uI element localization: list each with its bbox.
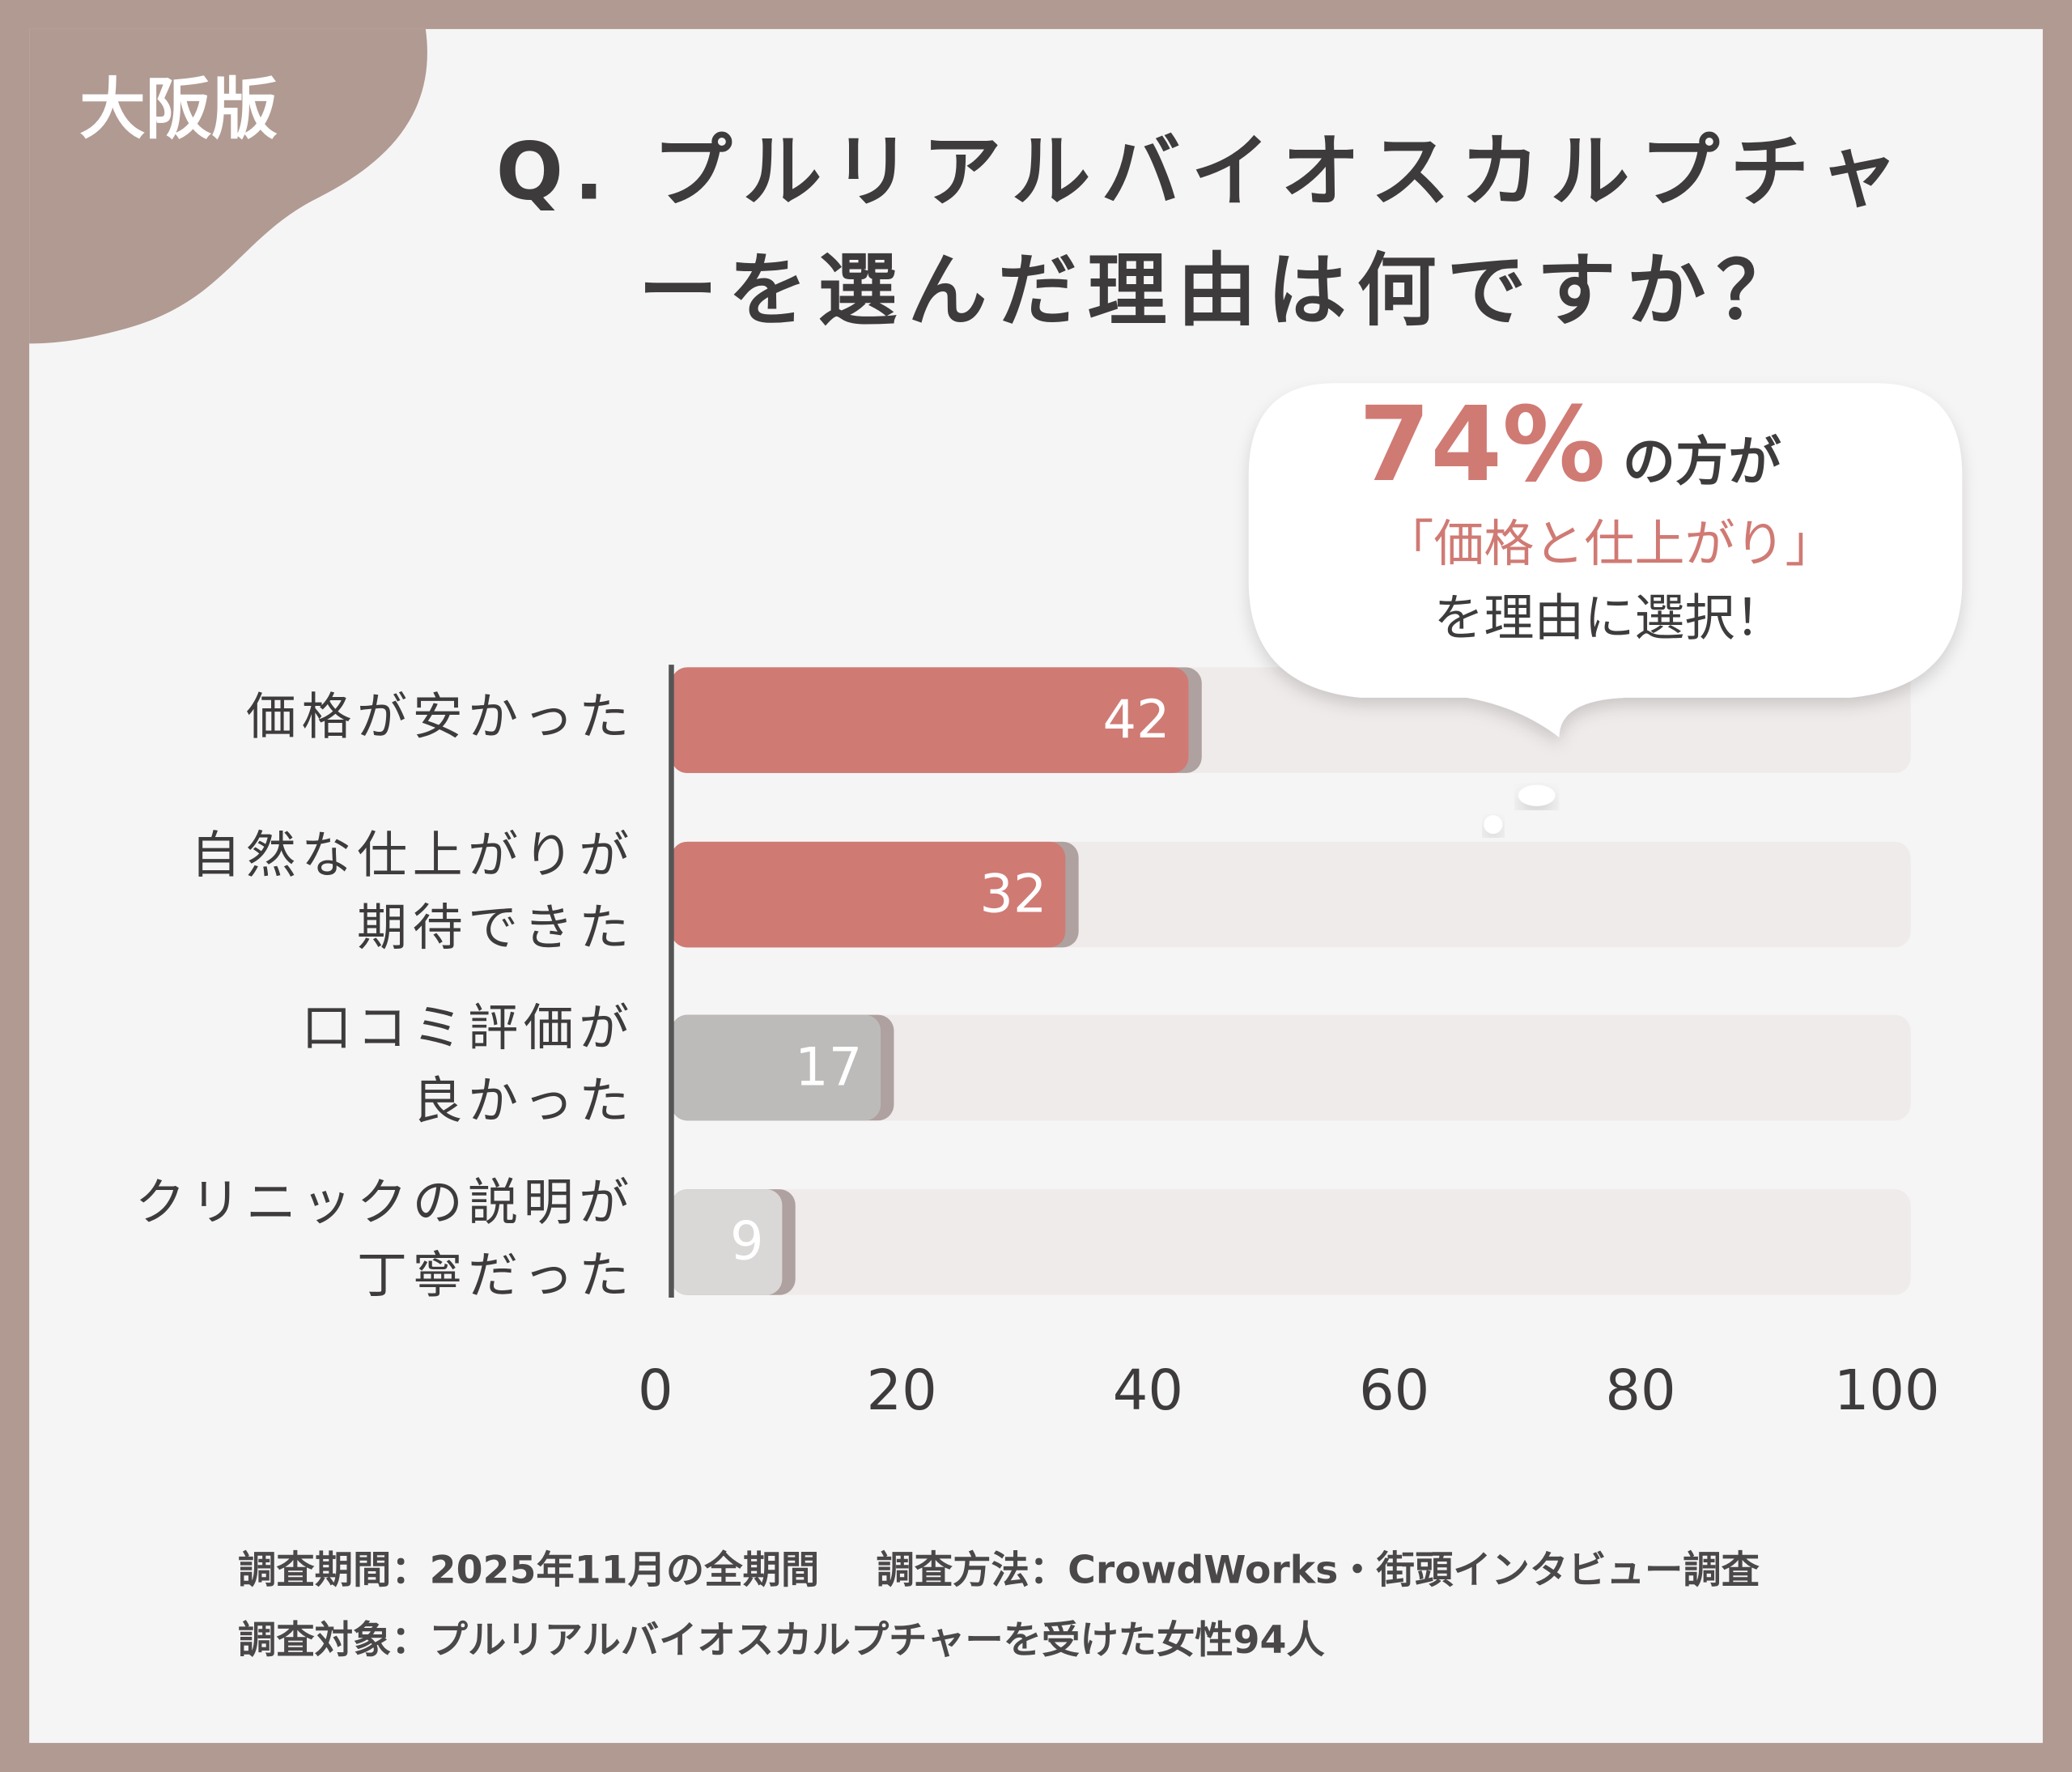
title: ーを選んだ理由は何ですか？ xyxy=(639,245,1807,338)
callout-dot xyxy=(1518,784,1556,806)
y-tick-label: 期待できた xyxy=(357,898,635,957)
x-tick-label: 0 xyxy=(638,1358,673,1423)
y-tick-label: 良かった xyxy=(413,1071,635,1130)
bar xyxy=(671,841,1066,948)
value-label: 17 xyxy=(795,1036,862,1098)
bar-track xyxy=(671,1014,1911,1121)
bar xyxy=(671,1014,881,1121)
callout-dot xyxy=(1484,815,1503,835)
y-tick-label: 自然な仕上がりが xyxy=(190,825,634,884)
x-tick-label: 20 xyxy=(867,1358,937,1423)
badge: 大阪版 xyxy=(79,71,278,148)
bar xyxy=(671,667,1189,773)
callout-text: を理由に選択！ xyxy=(1433,588,1785,647)
value-label: 32 xyxy=(979,863,1047,924)
x-tick-label: 40 xyxy=(1113,1358,1183,1423)
callout-highlight: 74% xyxy=(1359,385,1606,505)
callout-text: の方が xyxy=(1623,431,1781,493)
value-label: 9 xyxy=(730,1211,764,1273)
footer: 調査方法：CrowdWorks・街頭インタビュー調査 xyxy=(876,1549,1760,1593)
footer: 調査期間：2025年11月の全期間 xyxy=(238,1549,819,1593)
x-tick-label: 60 xyxy=(1359,1358,1429,1423)
y-tick-label: 価格が安かった xyxy=(246,687,635,746)
badge-shape xyxy=(29,28,427,344)
title: Q. プルリアルバイオスカルプチャ xyxy=(496,126,1909,219)
callout-text: 「価格と仕上がり」 xyxy=(1383,514,1835,573)
y-tick-label: 口コミ評価が xyxy=(301,998,634,1057)
bar-track xyxy=(671,1189,1911,1295)
callout xyxy=(1248,383,1963,737)
bar xyxy=(671,1189,783,1295)
y-tick-label: 丁寧だった xyxy=(357,1245,635,1304)
value-label: 42 xyxy=(1103,689,1170,750)
x-tick-label: 100 xyxy=(1834,1358,1940,1423)
x-tick-label: 80 xyxy=(1605,1358,1675,1423)
footer: 調査対象：プルリアルバイオスカルプチャーを受けた女性94人 xyxy=(238,1618,1325,1663)
y-tick-label: クリニックの説明が xyxy=(135,1173,635,1232)
